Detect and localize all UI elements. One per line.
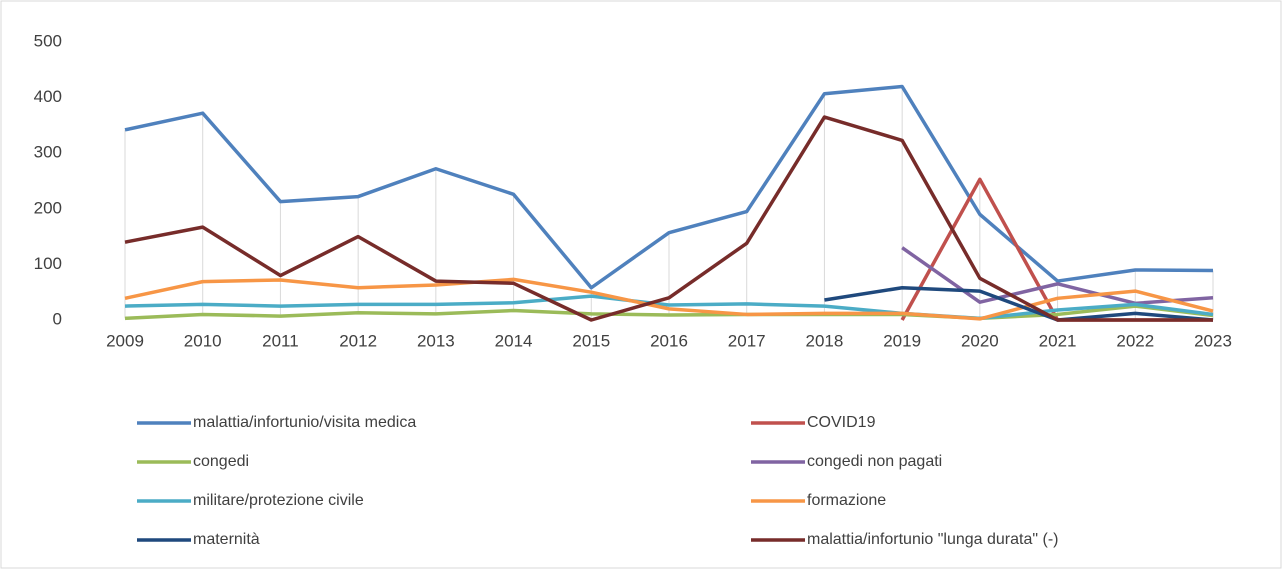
x-tick-label: 2022 [1116,331,1154,350]
series-line [124,84,1214,290]
x-tick-label: 2010 [184,331,222,350]
series-line [824,286,1214,322]
legend-label: militare/protezione civile [193,492,364,509]
y-tick-label: 400 [34,87,62,106]
x-tick-label: 2020 [961,331,999,350]
x-tick-label: 2011 [262,331,299,350]
legend-label: maternità [193,531,260,548]
series-line [124,115,1213,322]
x-tick-label: 2013 [417,331,455,350]
x-tick-label: 2009 [106,331,144,350]
y-tick-label: 100 [34,254,62,273]
y-tick-label: 0 [53,309,62,328]
series-line [901,246,1214,306]
x-tick-label: 2016 [650,331,688,350]
x-tick-label: 2014 [495,331,533,350]
y-tick-label: 500 [34,31,62,50]
x-tick-label: 2017 [728,331,766,350]
x-tick-label: 2023 [1194,331,1232,350]
x-tick-label: 2018 [806,331,844,350]
x-tick-label: 2015 [572,331,610,350]
x-tick-label: 2019 [883,331,921,350]
series-line [124,304,1214,321]
x-tick-label: 2012 [339,331,377,350]
y-tick-label: 300 [34,143,62,162]
legend-label: congedi [193,453,249,470]
legend-label: formazione [807,492,886,509]
y-tick-label: 200 [34,198,62,217]
legend-label: COVID19 [807,414,876,431]
series-line [124,294,1214,321]
x-tick-label: 2021 [1039,331,1077,350]
legend-label: malattia/infortunio "lunga durata" (-) [807,531,1058,548]
legend-label: malattia/infortunio/visita medica [193,414,416,431]
legend-label: congedi non pagati [807,453,942,470]
